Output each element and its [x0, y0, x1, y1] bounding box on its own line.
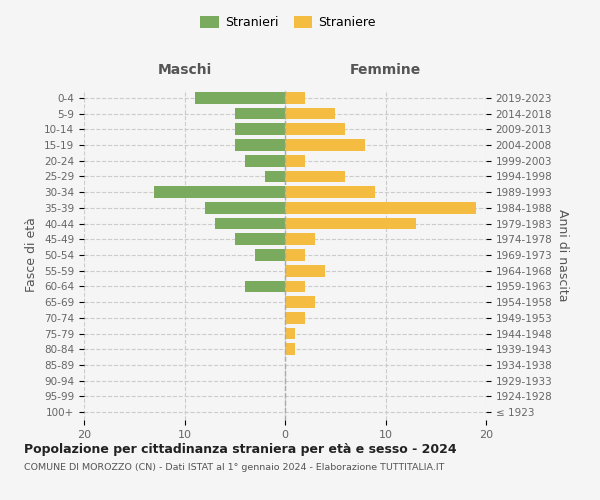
Bar — [245, 155, 285, 166]
Bar — [285, 280, 305, 292]
Bar — [285, 218, 416, 230]
Legend: Stranieri, Straniere: Stranieri, Straniere — [195, 11, 381, 34]
Bar — [285, 108, 335, 120]
Bar — [154, 186, 285, 198]
Bar — [235, 139, 285, 151]
Bar — [285, 328, 295, 340]
Bar — [235, 124, 285, 135]
Bar — [245, 280, 285, 292]
Text: Popolazione per cittadinanza straniera per età e sesso - 2024: Popolazione per cittadinanza straniera p… — [24, 442, 457, 456]
Bar — [285, 265, 325, 276]
Bar — [285, 139, 365, 151]
Bar — [285, 155, 305, 166]
Bar — [285, 234, 315, 245]
Text: COMUNE DI MOROZZO (CN) - Dati ISTAT al 1° gennaio 2024 - Elaborazione TUTTITALIA: COMUNE DI MOROZZO (CN) - Dati ISTAT al 1… — [24, 462, 445, 471]
Bar — [285, 312, 305, 324]
Bar — [285, 296, 315, 308]
Bar — [285, 249, 305, 261]
Bar — [285, 186, 376, 198]
Bar — [235, 108, 285, 120]
Y-axis label: Fasce di età: Fasce di età — [25, 218, 38, 292]
Bar — [235, 234, 285, 245]
Bar — [255, 249, 285, 261]
Text: Femmine: Femmine — [350, 64, 421, 78]
Bar — [285, 170, 346, 182]
Bar — [194, 92, 285, 104]
Bar — [285, 344, 295, 355]
Bar — [215, 218, 285, 230]
Y-axis label: Anni di nascita: Anni di nascita — [556, 209, 569, 301]
Text: Maschi: Maschi — [157, 64, 212, 78]
Bar — [285, 92, 305, 104]
Bar — [285, 124, 346, 135]
Bar — [205, 202, 285, 214]
Bar — [285, 202, 476, 214]
Bar — [265, 170, 285, 182]
